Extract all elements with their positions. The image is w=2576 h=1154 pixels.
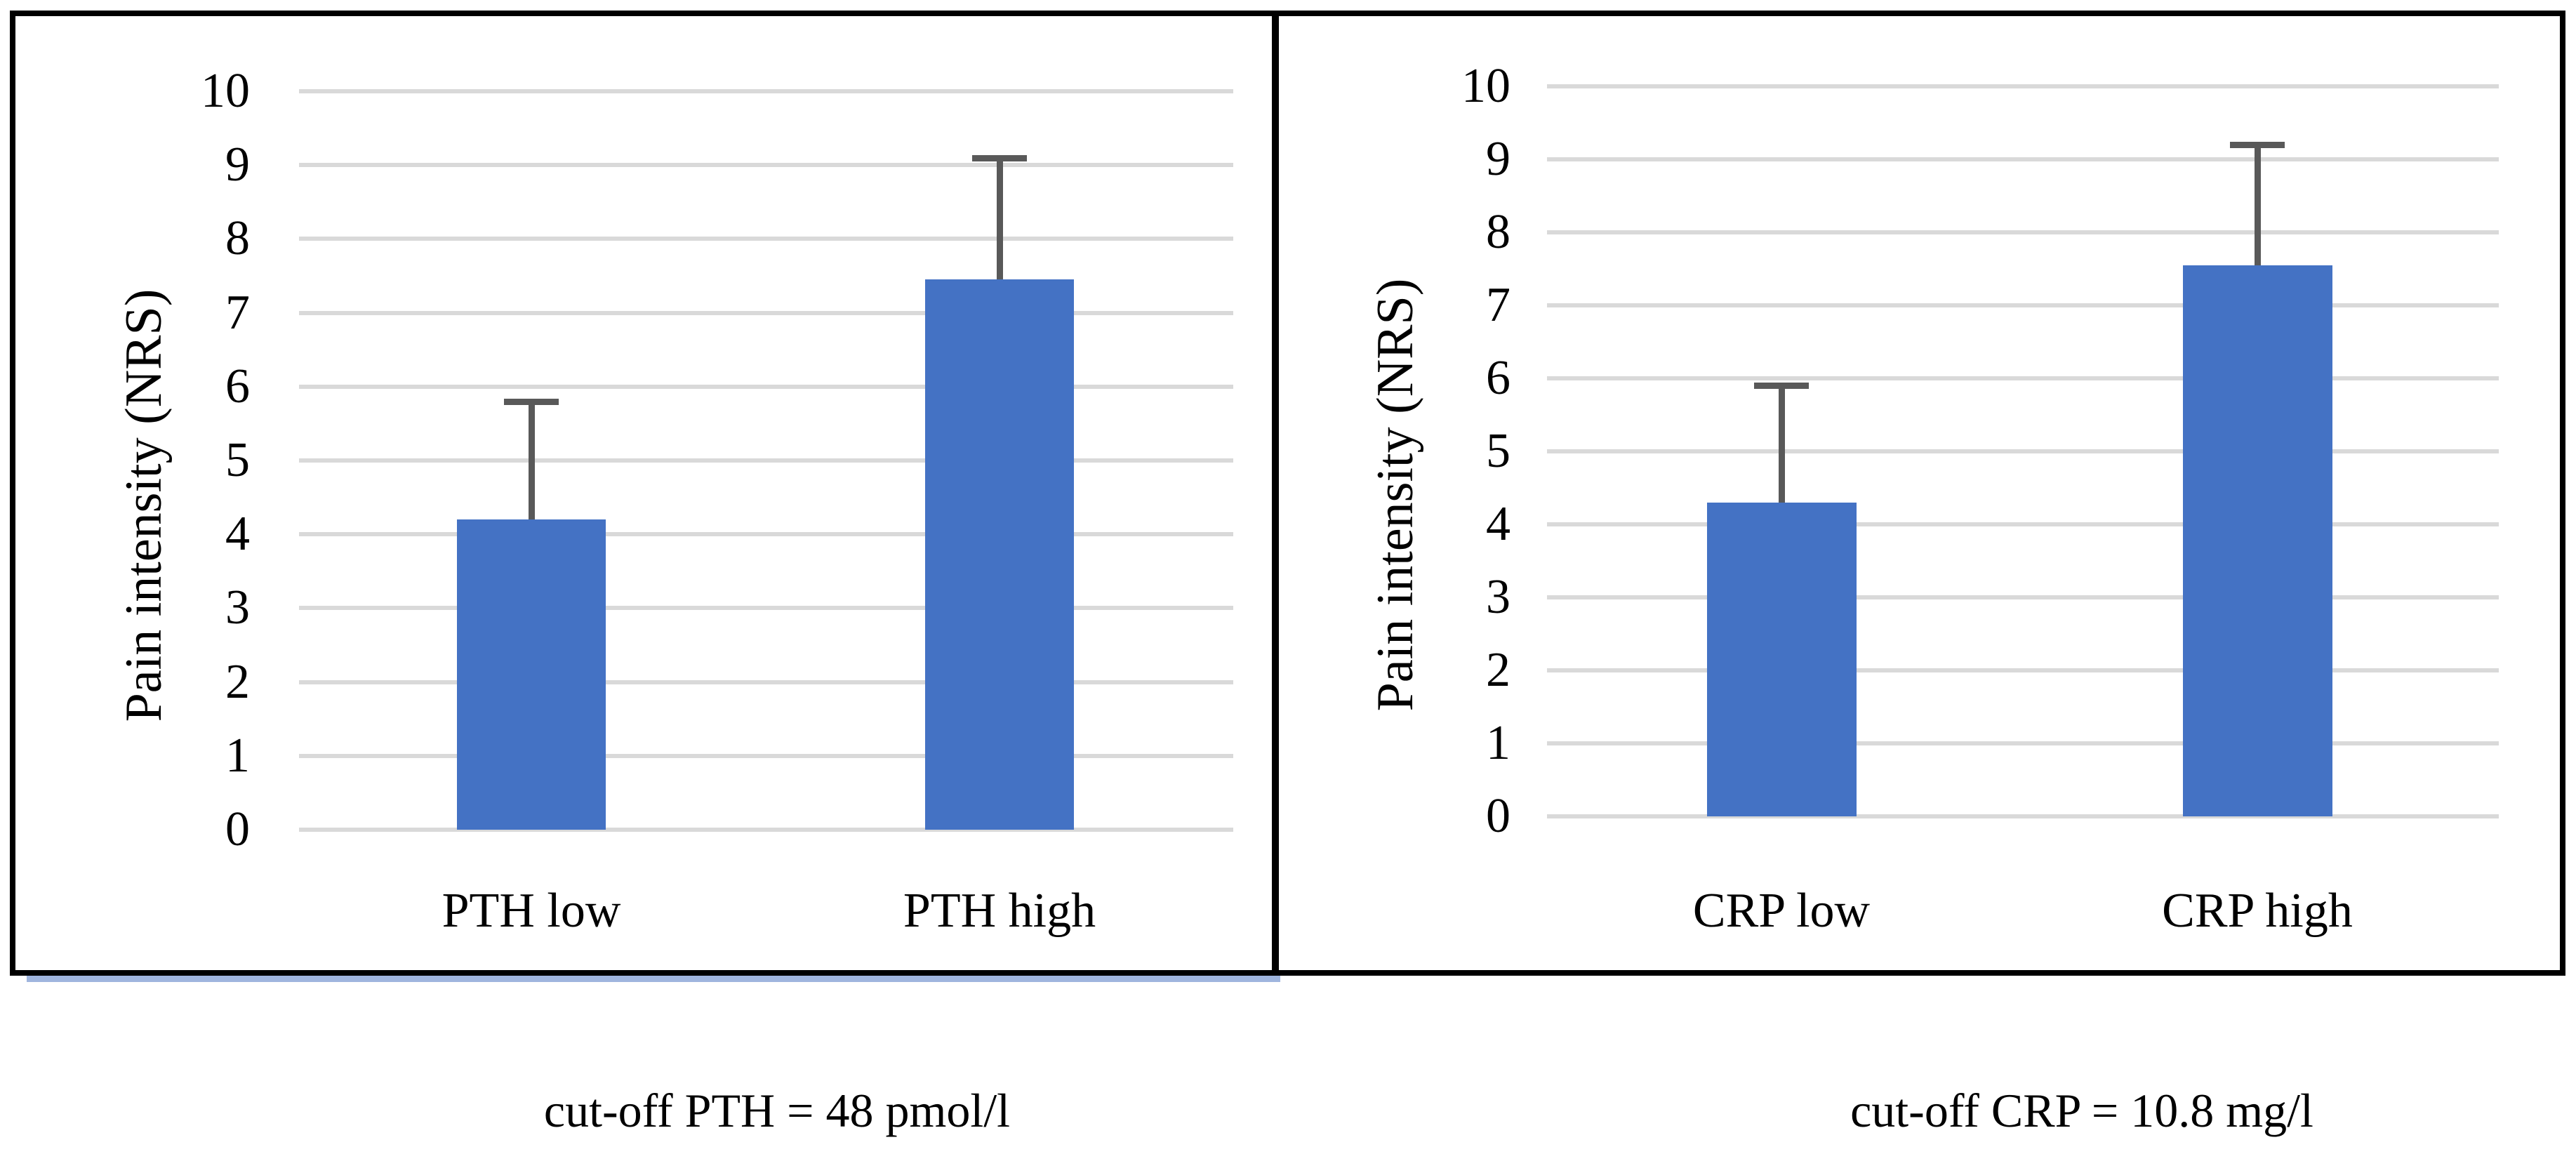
y-tick-label-7: 7 — [225, 285, 250, 340]
error-bar-line-crp-low — [1778, 385, 1785, 503]
error-bar-cap-pth-low — [504, 398, 559, 405]
caption-crp-cutoff: cut-off CRP = 10.8 mg/l — [1850, 1084, 2313, 1137]
y-tick-label-3: 3 — [1486, 570, 1511, 624]
error-bar-line-pth-high — [996, 157, 1003, 280]
bar-crp-low — [1706, 502, 1857, 816]
y-tick-label-2: 2 — [225, 654, 250, 709]
y-tick-label-8: 8 — [1486, 205, 1511, 259]
error-bar-cap-crp-low — [1754, 383, 1809, 390]
y-tick-label-7: 7 — [1486, 278, 1511, 332]
y-tick-label-0: 0 — [1486, 789, 1511, 843]
gridline-y2 — [1547, 668, 2499, 672]
error-bar-cap-crp-high — [2230, 142, 2285, 149]
gridline-y0 — [299, 828, 1233, 832]
error-bar-line-crp-high — [2254, 145, 2261, 265]
error-bar-cap-pth-high — [972, 154, 1027, 161]
gridline-y6 — [1547, 376, 2499, 380]
y-tick-label-4: 4 — [225, 507, 250, 562]
gridline-y4 — [1547, 522, 2499, 526]
y-tick-label-9: 9 — [225, 138, 250, 192]
y-tick-label-10: 10 — [1461, 59, 1511, 113]
y-tick-label-10: 10 — [201, 64, 250, 118]
gridline-y7 — [299, 310, 1233, 315]
gridline-y5 — [1547, 449, 2499, 453]
gridline-y4 — [299, 532, 1233, 537]
gridline-y5 — [299, 458, 1233, 463]
y-tick-label-6: 6 — [225, 359, 250, 413]
y-axis-title-crp: Pain intensity (NRS) — [1367, 278, 1424, 712]
bar-pth-low — [457, 519, 606, 830]
gridline-y1 — [1547, 741, 2499, 745]
gridline-y9 — [1547, 157, 2499, 161]
y-tick-label-1: 1 — [225, 728, 250, 783]
category-label-crp-high: CRP high — [2162, 884, 2353, 938]
y-tick-label-9: 9 — [1486, 132, 1511, 186]
gridline-y0 — [1547, 814, 2499, 818]
figure-border-box — [10, 11, 2565, 976]
y-tick-label-0: 0 — [225, 802, 250, 856]
y-tick-label-4: 4 — [1486, 497, 1511, 551]
gridline-y3 — [1547, 595, 2499, 599]
left-panel-underline-artifact — [27, 976, 1280, 982]
category-label-crp-low: CRP low — [1692, 884, 1871, 938]
y-tick-label-6: 6 — [1486, 351, 1511, 405]
category-label-pth-high: PTH high — [903, 884, 1096, 938]
error-bar-line-pth-low — [528, 401, 535, 520]
gridline-y3 — [299, 606, 1233, 611]
bar-pth-high — [925, 279, 1074, 830]
panel-divider — [1272, 11, 1279, 976]
gridline-y7 — [1547, 303, 2499, 307]
y-tick-label-5: 5 — [225, 433, 250, 487]
gridline-y10 — [299, 89, 1233, 93]
gridline-y10 — [1547, 84, 2499, 88]
gridline-y6 — [299, 384, 1233, 389]
gridline-y1 — [299, 753, 1233, 758]
gridline-y2 — [299, 679, 1233, 684]
gridline-y8 — [299, 237, 1233, 241]
bar-crp-high — [2182, 265, 2332, 816]
y-tick-label-8: 8 — [225, 211, 250, 266]
category-label-pth-low: PTH low — [441, 884, 621, 938]
y-tick-label-3: 3 — [225, 581, 250, 635]
gridline-y8 — [1547, 230, 2499, 234]
gridline-y9 — [299, 163, 1233, 168]
caption-pth-cutoff: cut-off PTH = 48 pmol/l — [543, 1084, 1011, 1137]
y-tick-label-2: 2 — [1486, 643, 1511, 697]
y-tick-label-5: 5 — [1486, 424, 1511, 478]
y-tick-label-1: 1 — [1486, 716, 1511, 770]
